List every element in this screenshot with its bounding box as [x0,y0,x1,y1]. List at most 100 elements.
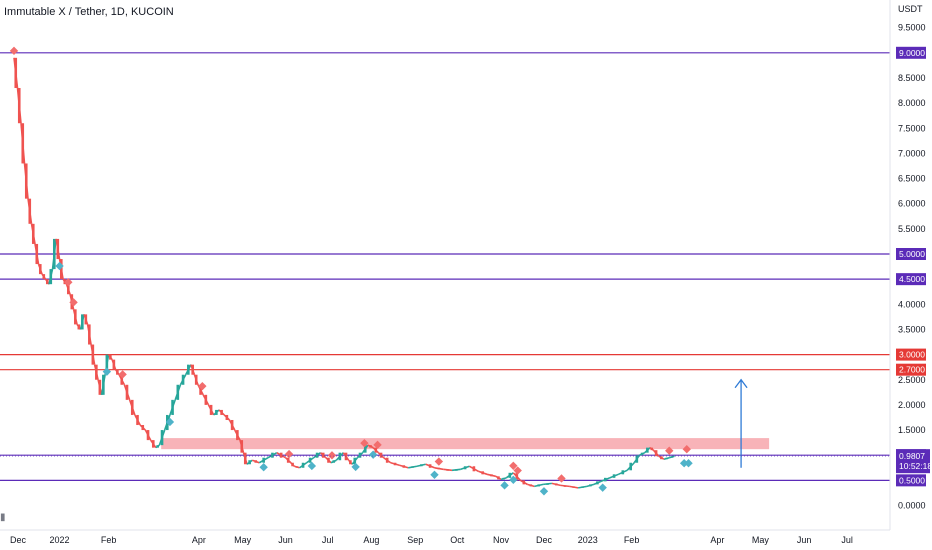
x-tick-label-14: Apr [710,535,724,545]
time-axis: Dec 2022 Feb Apr May Jun Jul Aug Sep Oct Nov Dec 202… [0,529,890,550]
y-tick-label-19: 0.0000 [898,501,926,511]
candle-body-98 [537,484,541,487]
level-tag-label-1: 5.0000 [899,249,925,259]
candle-body-69 [332,460,336,463]
candle-body-18 [77,324,81,330]
candle-body-22 [91,344,95,365]
candle-body-44 [191,364,195,375]
candle-body-66 [315,452,319,458]
x-tick-label-5: Jun [278,535,293,545]
candle-body-82 [411,466,414,468]
level-tag-label-6: 0.5000 [899,475,925,485]
candle-body-4 [28,198,32,224]
current-price-tag [896,449,930,474]
candle-body-86 [446,469,449,471]
candle-body-114 [654,450,658,457]
top-marker-7 [360,438,369,448]
level-tag-label-4: 2.7000 [899,365,925,375]
y-tick-label-0: 9.5000 [898,23,926,33]
candle-body-74 [358,452,362,458]
candle-body-59 [271,452,274,458]
top-marker-1 [64,278,73,287]
candle-body-57 [254,460,258,463]
candle-body-15 [67,284,70,295]
y-tick-label-14: 2.5000 [898,375,926,385]
candle-body-40 [171,399,174,415]
top-marker-11 [513,466,522,475]
bottom-marker-6 [368,450,378,459]
y-tick-label-11: 4.0000 [898,299,926,309]
candle-body-51 [225,414,229,420]
x-tick-label-7: Aug [363,535,379,545]
candle-body-24 [98,379,102,395]
candle-body-101 [563,485,567,487]
top-marker-0 [9,46,19,56]
y-tick-label-7: 6.0000 [898,199,926,209]
candle-body-109 [629,462,633,471]
x-tick-label-15: May [752,535,770,545]
candle-body-0 [14,57,18,89]
y-tick-label-12: 3.5000 [898,324,926,334]
candle-body-97 [529,484,533,487]
candle-body-34 [141,425,145,431]
candle-body-89 [472,466,476,472]
candle-body-115 [660,456,663,460]
level-tag-2 [896,273,926,286]
candle-body-84 [428,464,432,468]
candle-body-32 [130,399,134,415]
x-tick-label-2: Feb [101,535,117,545]
bottom-marker-12 [679,459,689,468]
level-tag-label-3: 3.0000 [899,350,925,360]
x-tick-label-12: 2023 [578,535,598,545]
top-marker-6 [327,451,337,460]
candle-body-117 [670,456,674,458]
candle-body-50 [220,409,223,415]
candle-body-27 [109,354,112,360]
level-tag-1 [896,248,926,260]
candle-body-72 [349,460,352,465]
top-marker-3 [118,370,127,379]
candle-body-99 [546,483,549,485]
y-tick-label-8: 5.5000 [898,224,926,234]
x-tick-label-4: May [234,535,252,545]
bottom-marker-11 [598,483,607,492]
candle-body-53 [236,430,239,441]
candle-body-43 [187,364,190,375]
horizontal-levels [0,52,890,481]
candle-body-96 [522,480,526,485]
bottom-marker-4 [307,461,317,471]
candle-body-106 [604,477,607,482]
candle-body-73 [353,457,357,465]
tradingview-logo-icon: ▮ [0,512,6,523]
y-tick-label-6: 6.5000 [898,174,926,184]
x-tick-label-11: Dec [536,535,553,545]
candle-body-52 [230,419,234,431]
level-tag-0 [896,46,926,59]
candle-body-33 [136,414,139,426]
candle-body-37 [156,445,159,448]
candle-body-67 [321,452,325,458]
candle-body-83 [420,464,423,467]
candle-body-79 [385,457,389,463]
candle-body-68 [327,457,330,463]
candle-body-65 [308,457,312,463]
bottom-marker-13 [684,459,693,468]
x-tick-label-9: Oct [450,535,465,545]
bottom-marker-5 [351,462,360,472]
candle-body-63 [295,466,299,468]
candle-body-49 [215,409,218,415]
candle-body-104 [589,484,592,487]
candle-body-61 [286,457,290,463]
candle-body-105 [596,481,599,485]
top-marker-10 [509,461,518,471]
candle-body-19 [81,314,84,330]
candle-body-112 [646,447,649,453]
x-tick-label-6: Jul [322,535,334,545]
candle-body-56 [248,460,251,465]
top-marker-5 [284,449,294,459]
target-arrow-layer [734,378,748,468]
top-marker-14 [682,445,691,454]
bottom-marker-3 [259,463,268,472]
